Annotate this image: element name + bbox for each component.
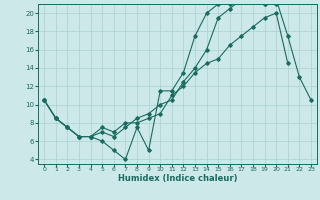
- X-axis label: Humidex (Indice chaleur): Humidex (Indice chaleur): [118, 174, 237, 183]
